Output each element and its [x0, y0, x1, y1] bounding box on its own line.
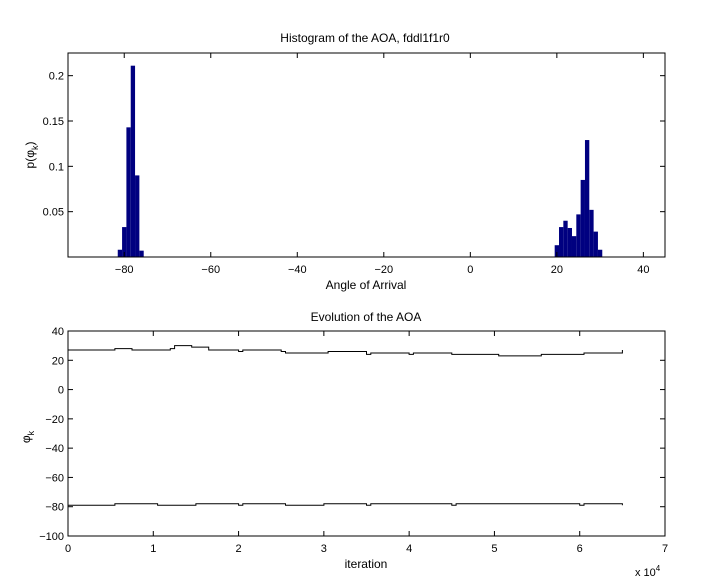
x-tick-label: 4	[406, 543, 412, 555]
histogram-bar	[135, 175, 140, 257]
x-tick-label: 40	[637, 264, 649, 276]
histogram-y-axis-label-end: )	[23, 142, 37, 146]
evolution-title: Evolution of the AOA	[311, 310, 422, 324]
y-tick-label: 40	[52, 326, 64, 338]
x-tick-label: −60	[201, 264, 220, 276]
histogram-title: Histogram of the AOA, fddl1f1r0	[280, 31, 450, 45]
y-tick-label: 0.2	[49, 71, 64, 83]
evolution-series-line	[68, 345, 623, 357]
x-tick-label: 1	[150, 543, 156, 555]
histogram-bar	[589, 209, 594, 257]
histogram-bar	[580, 179, 585, 257]
x-tick-label: 5	[491, 543, 497, 555]
x-tick-label: −40	[288, 264, 307, 276]
evolution-x-axis-label: iteration	[345, 557, 388, 571]
y-tick-label: 0.05	[43, 207, 64, 219]
histogram-x-axis-label: Angle of Arrival	[326, 278, 407, 292]
histogram-bar	[122, 227, 127, 257]
y-tick-label: 20	[52, 355, 64, 367]
x-tick-label: 7	[662, 543, 668, 555]
histogram-bar	[139, 250, 144, 257]
evolution-y-ticks: −100 −80 −60 −40 −20 0 20 40	[39, 326, 665, 543]
y-tick-label: 0	[58, 385, 64, 397]
x-tick-label: 0	[467, 264, 473, 276]
x-tick-label: 2	[236, 543, 242, 555]
x-tick-label: 3	[321, 543, 327, 555]
histogram-bar	[567, 227, 572, 257]
evolution-x-multiplier: x 104	[635, 564, 661, 579]
histogram-bar	[584, 140, 590, 257]
histogram-y-axis-label-sub: k	[30, 145, 40, 150]
y-tick-label: −100	[39, 531, 64, 543]
evolution-lines	[68, 345, 623, 506]
x-tick-label: 20	[551, 264, 563, 276]
x-tick-label: 6	[577, 543, 583, 555]
histogram-bar	[554, 245, 560, 257]
y-tick-label: −40	[45, 443, 64, 455]
x-tick-label: −20	[374, 264, 393, 276]
y-tick-label: 0.15	[43, 116, 64, 128]
evolution-y-axis-label: φk	[19, 430, 36, 443]
y-tick-label: 0.1	[49, 161, 64, 173]
histogram-bars	[117, 65, 603, 258]
x-tick-label: 0	[65, 543, 71, 555]
histogram-bar	[559, 227, 564, 257]
histogram-bar	[117, 249, 123, 257]
evolution-x-multiplier-base: x 10	[635, 567, 656, 579]
histogram-bar	[571, 236, 577, 257]
histogram-panel: Histogram of the AOA, fddl1f1r0 −80 −60 −4…	[23, 31, 666, 292]
histogram-bar	[563, 220, 568, 257]
histogram-bar	[593, 231, 598, 257]
y-tick-label: −80	[45, 502, 64, 514]
evolution-axes-box	[67, 330, 666, 537]
histogram-y-ticks: 0.05 0.1 0.15 0.2	[43, 71, 665, 219]
y-tick-label: −60	[45, 472, 64, 484]
histogram-x-ticks: −80 −60 −40 −20 0 20 40	[115, 53, 649, 276]
histogram-y-axis-label-base: p(φ	[23, 150, 37, 169]
evolution-y-axis-label-sub: k	[26, 430, 36, 435]
histogram-bar	[126, 127, 131, 257]
evolution-series-line	[68, 503, 623, 506]
histogram-bar	[597, 249, 603, 257]
evolution-x-ticks: 0 1 2 3 4 5 6 7	[65, 331, 668, 555]
histogram-y-axis-label: p(φk)	[23, 142, 40, 169]
evolution-x-multiplier-exp: 4	[656, 564, 661, 573]
evolution-y-axis-label-base: φ	[19, 435, 33, 443]
histogram-bar	[576, 214, 581, 257]
evolution-panel: Evolution of the AOA 0 1 2 3 4 5 6 7 −100 −80 −60…	[19, 310, 668, 579]
histogram-axes-box	[67, 52, 666, 258]
x-tick-label: −80	[115, 264, 134, 276]
y-tick-label: −20	[45, 414, 64, 426]
histogram-bar	[130, 65, 136, 258]
